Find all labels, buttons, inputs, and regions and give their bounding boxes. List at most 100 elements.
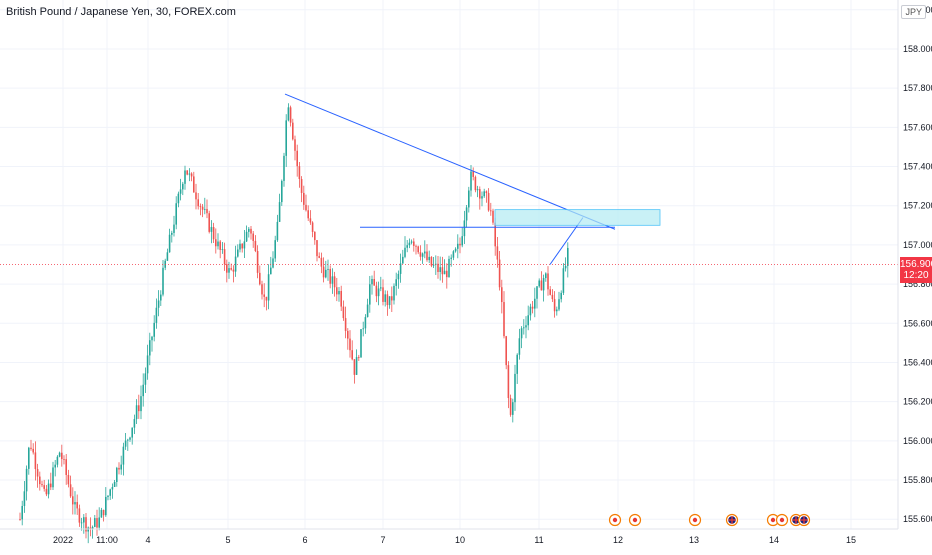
candle-body bbox=[558, 299, 560, 310]
candle-body bbox=[140, 396, 142, 412]
candle-body bbox=[443, 270, 446, 275]
candle-body bbox=[564, 265, 567, 269]
candle-body bbox=[166, 252, 169, 261]
candle-body bbox=[316, 240, 318, 257]
candle-body bbox=[531, 306, 534, 309]
candle-body bbox=[28, 447, 30, 469]
candle-body bbox=[342, 306, 345, 319]
candle-body bbox=[206, 208, 208, 214]
candle-body bbox=[116, 467, 118, 482]
time-tick-label: 11 bbox=[534, 535, 543, 545]
candle-body bbox=[221, 249, 224, 250]
candle-body bbox=[67, 474, 70, 485]
candle-body bbox=[78, 508, 81, 523]
candle-body bbox=[518, 338, 521, 355]
candle-body bbox=[254, 240, 257, 252]
event-dot-icon[interactable] bbox=[628, 513, 642, 527]
candle-body bbox=[560, 292, 562, 300]
candle-body bbox=[375, 285, 378, 297]
candle-body bbox=[351, 350, 353, 360]
candle-body bbox=[294, 139, 296, 151]
price-axis: 158.200158.000157.800157.600157.400157.2… bbox=[897, 0, 932, 529]
event-dot-icon[interactable] bbox=[775, 513, 789, 527]
candle-body bbox=[410, 241, 413, 243]
candle-body bbox=[197, 199, 199, 207]
candle-body bbox=[201, 206, 204, 210]
time-tick-label: 13 bbox=[689, 535, 699, 545]
candle-body bbox=[344, 318, 347, 331]
candle-body bbox=[129, 437, 131, 440]
candle-body bbox=[245, 231, 248, 242]
candle-body bbox=[278, 202, 281, 222]
candle-body bbox=[149, 340, 151, 356]
candle-body bbox=[256, 251, 259, 273]
price-tick-label: 157.200 bbox=[903, 201, 932, 211]
candle-body bbox=[182, 183, 184, 190]
price-tick-label: 157.600 bbox=[903, 122, 932, 132]
candle-body bbox=[303, 192, 305, 205]
candle-body bbox=[248, 228, 250, 232]
candle-body bbox=[184, 170, 186, 184]
time-tick-label: 14 bbox=[769, 535, 779, 545]
candle-body bbox=[87, 527, 89, 532]
candle-body bbox=[472, 171, 474, 177]
candle-body bbox=[327, 268, 329, 270]
candle-body bbox=[397, 273, 400, 280]
candle-body bbox=[160, 294, 162, 301]
candle-body bbox=[252, 233, 254, 241]
candle-body bbox=[168, 234, 171, 253]
candle-body bbox=[272, 258, 274, 268]
candle-body bbox=[270, 267, 272, 275]
candle-body bbox=[562, 268, 565, 293]
price-tick-label: 155.800 bbox=[903, 475, 932, 485]
candle-body bbox=[483, 191, 485, 197]
candle-body bbox=[32, 448, 34, 453]
price-tick-label: 156.200 bbox=[903, 397, 932, 407]
candle-body bbox=[322, 266, 325, 278]
candle-body bbox=[69, 484, 72, 497]
price-tick-label: 157.400 bbox=[903, 162, 932, 172]
uk-flag-icon[interactable] bbox=[725, 513, 739, 527]
candle-body bbox=[395, 279, 397, 286]
candle-body bbox=[415, 245, 417, 247]
uk-flag-icon[interactable] bbox=[797, 513, 811, 527]
candle-body bbox=[371, 279, 373, 285]
candle-body bbox=[320, 257, 323, 267]
event-dot-icon[interactable] bbox=[688, 513, 702, 527]
candle-body bbox=[74, 502, 76, 505]
candle-body bbox=[441, 267, 444, 275]
supply-zone bbox=[494, 209, 661, 226]
candle-body bbox=[85, 517, 87, 532]
candle-body bbox=[50, 483, 52, 488]
candle-body bbox=[241, 243, 243, 249]
candle-body bbox=[454, 248, 457, 252]
candle-body bbox=[208, 213, 210, 232]
candle-body bbox=[549, 289, 551, 295]
candle-body bbox=[309, 218, 312, 223]
candle-body bbox=[538, 280, 540, 287]
candle-body bbox=[292, 122, 294, 140]
candle-body bbox=[228, 268, 230, 273]
candle-body bbox=[127, 439, 129, 441]
candle-body bbox=[237, 249, 239, 257]
candle-body bbox=[212, 227, 215, 240]
currency-badge[interactable]: JPY bbox=[901, 5, 926, 19]
time-tick-label: 11:00 bbox=[96, 535, 118, 545]
event-dot-icon[interactable] bbox=[608, 513, 622, 527]
candle-body bbox=[496, 246, 499, 260]
candle-body bbox=[243, 241, 246, 249]
candle-body bbox=[179, 189, 182, 194]
candle-body bbox=[430, 256, 433, 266]
candle-body bbox=[567, 247, 569, 266]
candle-body bbox=[83, 517, 85, 523]
candle-body bbox=[465, 207, 468, 221]
candle-body bbox=[230, 268, 232, 270]
candle-body bbox=[492, 210, 494, 223]
candle-body bbox=[468, 190, 470, 208]
candle-body bbox=[276, 221, 279, 241]
candle-body bbox=[107, 495, 109, 497]
candle-body bbox=[362, 328, 364, 330]
candle-body bbox=[135, 405, 138, 420]
